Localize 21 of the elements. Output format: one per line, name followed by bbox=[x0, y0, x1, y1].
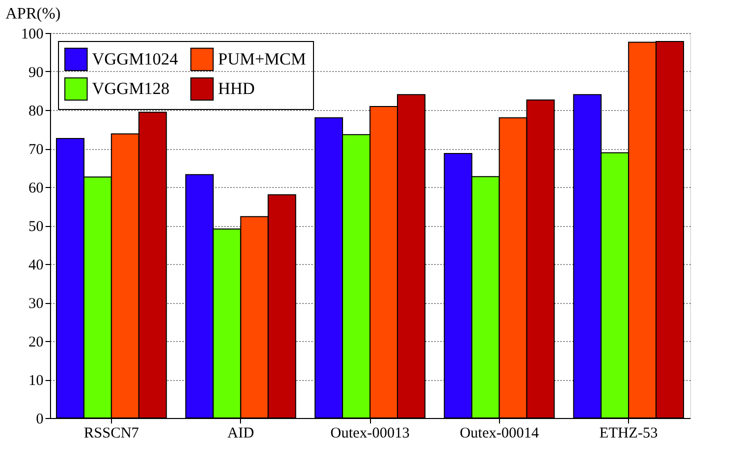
x-tick-label: AID bbox=[227, 426, 254, 442]
y-tick-label: 40 bbox=[28, 258, 44, 274]
y-tick-label: 100 bbox=[21, 26, 44, 42]
y-tick-label: 10 bbox=[28, 373, 44, 389]
y-tick-label: 60 bbox=[28, 180, 44, 196]
y-tick-label: 70 bbox=[28, 142, 44, 158]
y-tick-label: 0 bbox=[36, 412, 44, 428]
y-tick-label: 20 bbox=[28, 334, 44, 350]
legend-label: VGGM1024 bbox=[92, 49, 178, 68]
legend-label: VGGM128 bbox=[92, 79, 170, 98]
y-tick-label: 50 bbox=[28, 219, 44, 235]
x-tick-label: Outex-00013 bbox=[330, 426, 410, 442]
y-tick-label: 80 bbox=[28, 104, 44, 120]
y-tick-label: 90 bbox=[28, 65, 44, 81]
y-axis-title: APR(%) bbox=[6, 6, 61, 22]
legend-label: HHD bbox=[218, 79, 255, 98]
x-tick-label: ETHZ-53 bbox=[599, 426, 658, 442]
y-tick-label: 30 bbox=[28, 296, 44, 312]
x-tick-label: RSSCN7 bbox=[84, 426, 140, 442]
legend-label: PUM+MCM bbox=[218, 49, 306, 68]
x-tick-label: Outex-00014 bbox=[460, 426, 540, 442]
